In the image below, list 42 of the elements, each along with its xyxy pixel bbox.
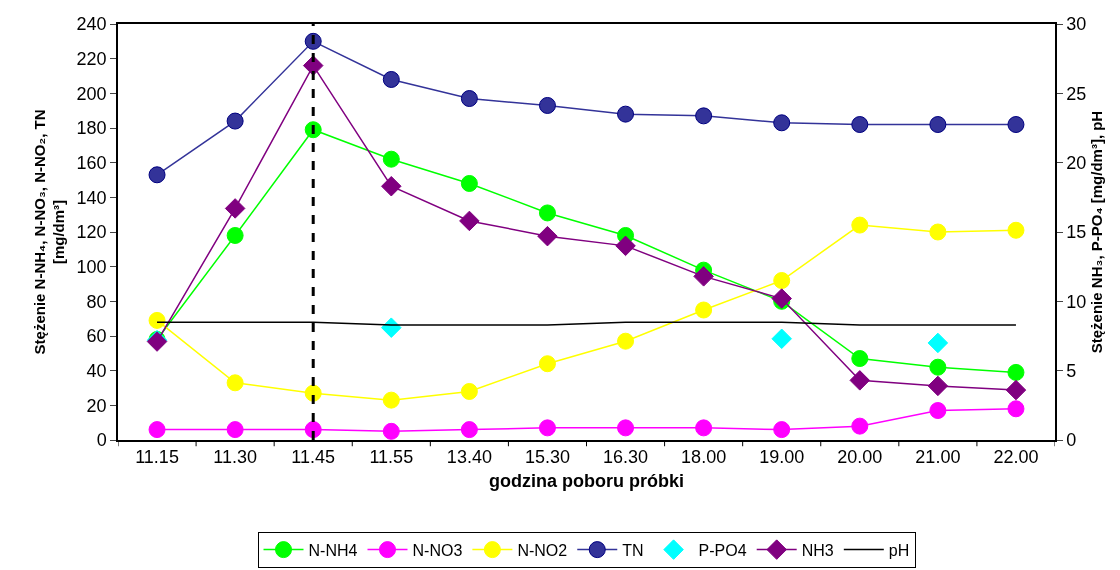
x-tick-label: 11.30: [213, 447, 257, 468]
y-tick-label: 220: [76, 48, 107, 69]
x-tick-label: 11.15: [135, 447, 179, 468]
x-tick-label: 11.55: [369, 447, 414, 468]
x-axis-title: godzina poboru próbki: [489, 470, 684, 491]
x-tick-label: 11.45: [291, 447, 336, 468]
y-tick-label: 140: [76, 187, 107, 208]
x-tick-label: 21.00: [915, 447, 961, 468]
y-tick-label: 100: [76, 256, 107, 277]
y2-tick-label: 10: [1066, 291, 1087, 312]
y-tick-label: 40: [86, 360, 107, 381]
x-tick-label: 16.30: [603, 447, 649, 468]
legend-label: N-NH4: [308, 541, 358, 559]
y-tick-label: 60: [86, 326, 107, 347]
x-tick-label: 20.00: [837, 447, 883, 468]
legend-label: N-NO2: [517, 541, 568, 559]
legend-label: N-NO3: [412, 541, 463, 559]
y2-tick-label: 15: [1066, 222, 1087, 243]
y-tick-label: 160: [76, 152, 107, 173]
y-axis-title: Stężenie N-NH₄, N-NO₃, N-NO₂, TN [mg/dm³]: [30, 109, 68, 355]
y-tick-label: 0: [96, 430, 107, 451]
legend-label: NH3: [801, 541, 834, 559]
x-tick-label: 13.40: [446, 447, 492, 468]
y-tick-label: 200: [76, 83, 107, 104]
y-tick-label: 20: [86, 395, 107, 416]
y2-tick-label: 5: [1066, 360, 1077, 381]
legend-label: TN: [622, 541, 644, 559]
x-tick-label: 19.00: [759, 447, 805, 468]
y2-tick-label: 25: [1066, 83, 1087, 104]
y-tick-label: 240: [76, 14, 107, 35]
y2-tick-label: 20: [1066, 152, 1087, 173]
y2-tick-label: 0: [1066, 430, 1077, 451]
legend-label: pH: [888, 541, 910, 559]
y2-axis-title: Stężenie NH₃, P-PO₄ [mg/dm³], pH: [1087, 110, 1105, 354]
x-tick-label: 18.00: [681, 447, 727, 468]
x-tick-label: 15.30: [524, 447, 570, 468]
x-tick-label: 22.00: [993, 447, 1039, 468]
legend-label: P-PO4: [698, 541, 747, 559]
y2-tick-label: 30: [1066, 14, 1087, 35]
y-tick-label: 180: [76, 118, 107, 139]
y-tick-label: 120: [76, 222, 107, 243]
y-tick-label: 80: [86, 291, 107, 312]
